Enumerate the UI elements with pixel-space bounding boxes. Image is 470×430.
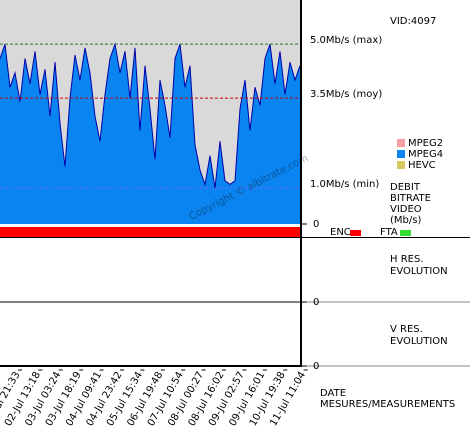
reference-label: 5.0Mb/s (max)	[310, 35, 382, 46]
fta-label: FTA	[380, 227, 398, 238]
y-tick-label: 0	[313, 361, 319, 372]
enc-label: ENC	[330, 227, 351, 238]
area-line	[0, 42, 301, 189]
fta-swatch	[400, 230, 411, 236]
id-label: VID:4097	[390, 16, 436, 27]
legend-swatch	[397, 150, 405, 158]
legend-swatch	[397, 161, 405, 169]
panel-label: V RES.	[390, 324, 423, 335]
y-tick-label: 0	[313, 297, 319, 308]
x-title: DATE	[320, 388, 346, 399]
enc-swatch	[350, 230, 361, 236]
panel-label: EVOLUTION	[390, 266, 448, 277]
y-label: DEBIT	[390, 182, 421, 193]
enc-strip	[0, 227, 301, 237]
legend-label: HEVC	[408, 160, 436, 171]
area	[0, 44, 300, 225]
x-title: MESURES/MEASUREMENTS	[320, 399, 455, 410]
reference-label: 1.0Mb/s (min)	[310, 179, 379, 190]
legend-swatch	[397, 139, 405, 147]
y-tick-label: 0	[313, 219, 319, 230]
panel-label: H RES.	[390, 254, 424, 265]
y-label: (Mb/s)	[390, 215, 421, 226]
legend-label: MPEG4	[408, 149, 443, 160]
legend-label: MPEG2	[408, 138, 443, 149]
y-label: BITRATE	[390, 193, 431, 204]
reference-label: 3.5Mb/s (moy)	[310, 89, 382, 100]
panel-label: EVOLUTION	[390, 336, 448, 347]
y-label: VIDEO	[390, 204, 422, 215]
